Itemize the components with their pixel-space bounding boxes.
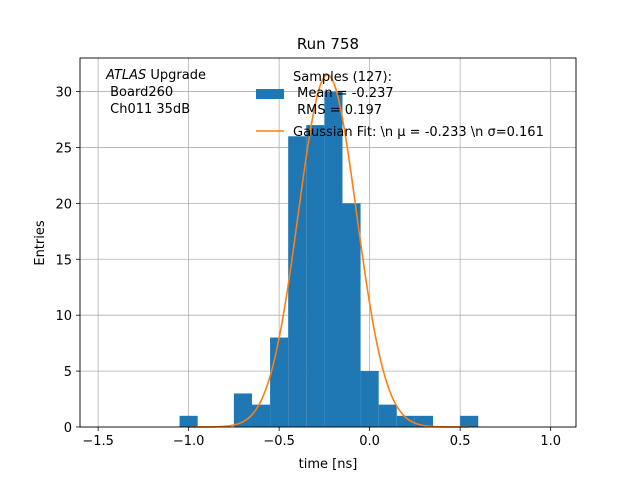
annotation-line-1: ATLAS Upgrade [105,68,206,83]
histogram-bar [414,415,433,427]
x-tick-label: −1.5 [82,434,114,449]
y-tick-label: 20 [55,197,72,212]
legend-samples-title: Samples (127): [293,70,392,85]
plot-frame [79,57,577,428]
chart-title: Run 758 [297,35,359,53]
legend-samples-mean: Mean = -0.237 [293,86,394,101]
histogram-bar [306,125,325,427]
x-tick-label: −1.0 [173,434,205,449]
legend-samples-rms: RMS = 0.197 [293,103,382,118]
histogram-bar [251,404,271,427]
histogram-bar [460,415,479,427]
x-tick-label: 1.0 [540,434,561,449]
histogram-bar [342,203,361,427]
y-axis-label: Entries [33,220,48,266]
y-tick-label: 15 [55,253,72,268]
atlas-italic-label: ATLAS [105,68,146,83]
gaussian-fit-curve [188,73,470,428]
y-axis-ticks: 0 5 10 15 20 25 30 [55,86,80,436]
histogram-bar [396,415,415,427]
y-tick-label: 10 [55,309,72,324]
x-tick-label: −0.5 [263,434,295,449]
histogram-bar [270,337,289,427]
x-tick-label: 0.5 [450,434,471,449]
histogram-bar [360,371,379,427]
histogram-bar [288,136,307,428]
x-axis-label: time [ns] [299,457,358,472]
annotation-line-3: Ch011 35dB [106,102,190,117]
legend-fit-label: Gaussian Fit: \n μ = -0.233 \n σ=0.161 [293,125,544,140]
atlas-annotation: ATLAS Upgrade Board260 Ch011 35dB [105,68,206,117]
y-tick-label: 25 [55,141,72,156]
histogram-bar [179,415,198,427]
legend-samples-swatch [256,89,284,99]
y-tick-label: 0 [64,421,72,436]
y-tick-label: 5 [64,365,72,380]
x-axis-ticks: −1.5 −1.0 −0.5 0.0 0.5 1.0 [82,427,561,449]
histogram-bar [378,404,397,427]
annotation-upgrade: Upgrade [146,68,206,83]
histogram-bars [179,91,479,428]
x-tick-label: 0.0 [359,434,380,449]
annotation-line-2: Board260 [106,85,173,100]
histogram-bar [324,91,343,427]
legend: Samples (127): Mean = -0.237 RMS = 0.197… [256,70,544,140]
y-tick-label: 30 [55,86,72,101]
